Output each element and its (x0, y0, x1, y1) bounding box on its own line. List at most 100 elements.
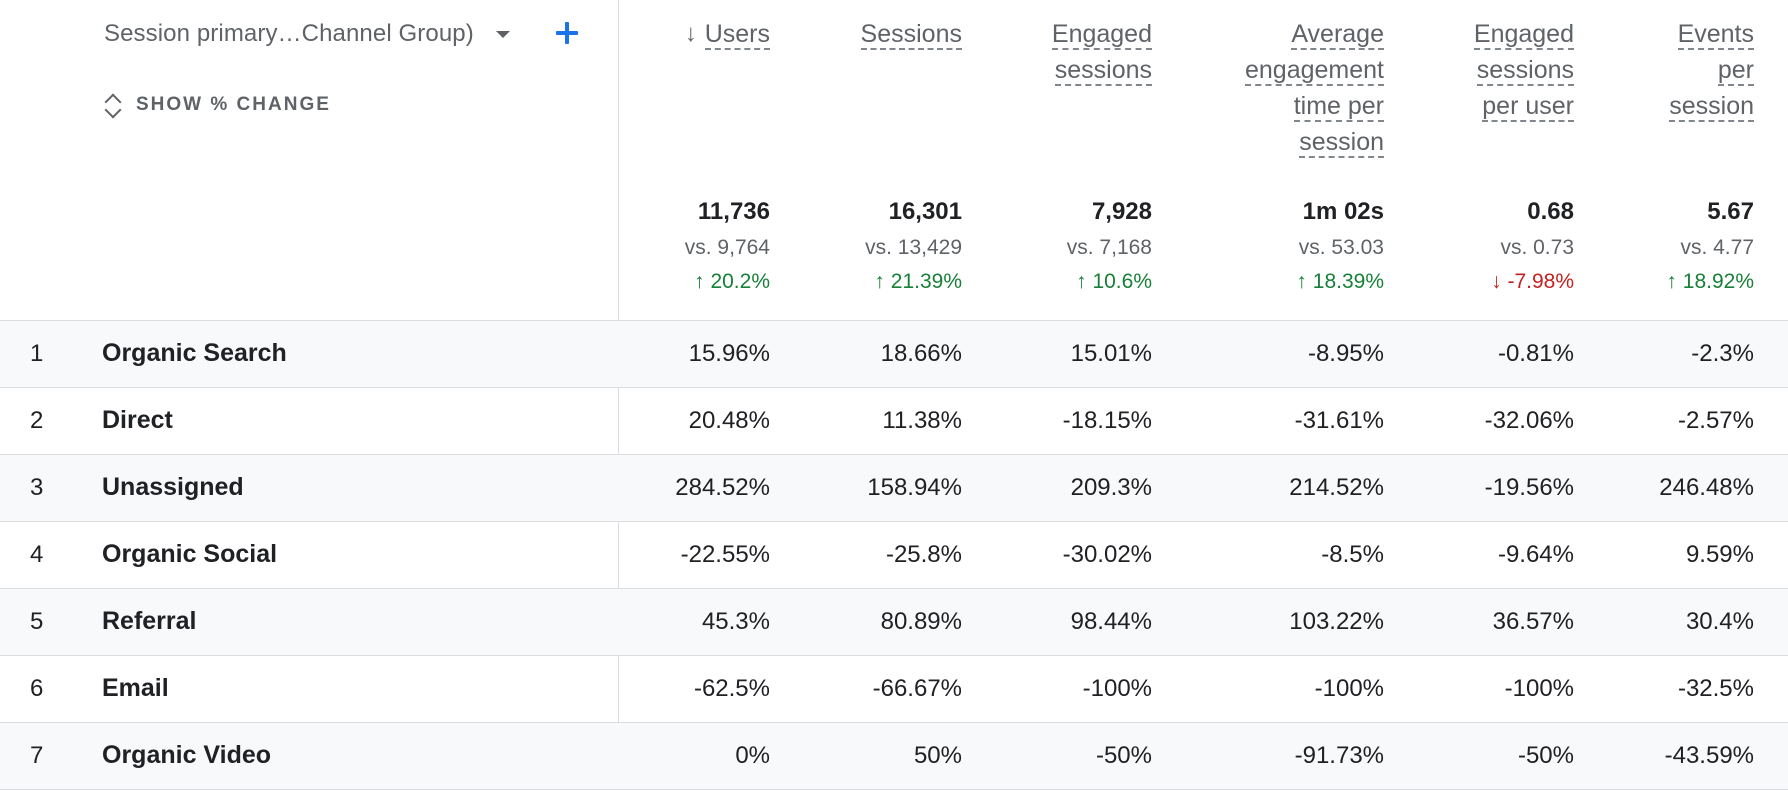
dimension-label: Session primary…Channel Group) (104, 20, 474, 47)
table-cell: 80.89% (880, 608, 962, 635)
table-cell: 98.44% (1070, 608, 1152, 635)
table-cell: 15.01% (1070, 340, 1152, 367)
table-cell: -91.73% (1294, 742, 1384, 769)
show-change-label: SHOW % CHANGE (136, 94, 331, 115)
column-header-label[interactable]: Average engagement time per session (1244, 20, 1384, 158)
column-totals: 7,928 vs. 7,168 ↑ 10.6% (1067, 198, 1152, 300)
change-value: ↑ 18.92% (1666, 270, 1754, 293)
column-header-sessions[interactable]: Sessions (860, 16, 962, 52)
table-cell: -9.64% (1497, 541, 1574, 568)
table-cell: 15.96% (688, 340, 770, 367)
table-cell: 214.52% (1289, 474, 1384, 501)
plus-icon[interactable] (550, 16, 584, 50)
change-value: ↓ -7.98% (1491, 270, 1574, 293)
row-number: 2 (30, 407, 44, 434)
change-value: ↑ 18.39% (1296, 270, 1384, 293)
table-cell: -32.06% (1484, 407, 1574, 434)
arrow-up-icon: ↑ (1666, 270, 1683, 293)
row-label[interactable]: Organic Video (102, 741, 272, 769)
change-value: ↑ 20.2% (694, 270, 770, 293)
column-totals: 5.67 vs. 4.77 ↑ 18.92% (1666, 198, 1754, 300)
table-cell: -2.57% (1677, 407, 1754, 434)
row-label[interactable]: Unassigned (102, 473, 244, 501)
dimension-selector[interactable]: Session primary…Channel Group) (104, 20, 510, 48)
caret-down-icon[interactable] (495, 30, 510, 38)
table-cell: -43.59% (1664, 742, 1754, 769)
table-cell: -100% (1314, 675, 1384, 702)
table-cell: 209.3% (1070, 474, 1152, 501)
table-body: 1 Organic Search 15.96% 18.66% 15.01% -8.95% -… (0, 321, 1788, 790)
column-header-engaged-sessions-per-user[interactable]: Engaged sessions per user (1473, 16, 1574, 124)
change-value: ↑ 21.39% (874, 270, 962, 293)
table-cell: -8.95% (1307, 340, 1384, 367)
row-number: 5 (30, 608, 44, 635)
table-cell: 50% (913, 742, 962, 769)
total-value: 5.67 (1707, 198, 1754, 225)
table-cell: -8.5% (1321, 541, 1384, 568)
table-cell: -30.02% (1062, 541, 1152, 568)
column-header-users[interactable]: ↓ Users (685, 16, 770, 52)
table-cell: -100% (1504, 675, 1574, 702)
column-header-label[interactable]: Events per session (1669, 20, 1754, 122)
table-row: 6 Email -62.5% -66.67% -100% -100% -100% -32.5% (0, 656, 1788, 723)
table-cell: -50% (1095, 742, 1152, 769)
table-header: Session primary…Channel Group) SHOW % CH… (0, 0, 1788, 321)
table-row: 3 Unassigned 284.52% 158.94% 209.3% 214.52% -1… (0, 455, 1788, 522)
table-cell: 20.48% (688, 407, 770, 434)
table-cell: -22.55% (680, 541, 770, 568)
row-number: 3 (30, 474, 44, 501)
column-header-label[interactable]: Engaged sessions (1051, 20, 1152, 86)
column-header-label[interactable]: Sessions (860, 20, 962, 50)
row-label[interactable]: Email (102, 674, 169, 702)
comparison-value: vs. 53.03 (1298, 236, 1384, 259)
table-cell: 0% (735, 742, 770, 769)
column-header-label[interactable]: ↓ Users (685, 16, 770, 52)
table-cell: -32.5% (1677, 675, 1754, 702)
row-label[interactable]: Referral (102, 607, 197, 635)
column-header-engaged-sessions[interactable]: Engaged sessions (1051, 16, 1152, 88)
table-cell: 158.94% (867, 474, 962, 501)
table-cell: 11.38% (882, 407, 962, 434)
table-row: 1 Organic Search 15.96% 18.66% 15.01% -8.95% -… (0, 321, 1788, 388)
column-totals: 0.68 vs. 0.73 ↓ -7.98% (1491, 198, 1574, 300)
table-cell: 9.59% (1685, 541, 1754, 568)
show-change-toggle[interactable]: SHOW % CHANGE (102, 90, 331, 120)
arrow-down-icon[interactable]: ↓ (684, 20, 697, 47)
row-number: 6 (30, 675, 44, 702)
table-cell: -50% (1517, 742, 1574, 769)
column-header-events-per-session[interactable]: Events per session (1669, 16, 1754, 124)
table-row: 7 Organic Video 0% 50% -50% -91.73% -50% -43.59… (0, 723, 1788, 790)
column-header-label[interactable]: Engaged sessions per user (1473, 20, 1574, 122)
total-value: 11,736 (697, 198, 770, 225)
table-cell: -0.81% (1497, 340, 1574, 367)
arrow-down-icon: ↓ (1491, 270, 1508, 293)
comparison-value: vs. 4.77 (1680, 236, 1754, 259)
row-label[interactable]: Organic Search (102, 339, 287, 367)
table-cell: 36.57% (1492, 608, 1574, 635)
table-row: 2 Direct 20.48% 11.38% -18.15% -31.61% -32.06%… (0, 388, 1788, 455)
table-cell: -19.56% (1484, 474, 1574, 501)
table-cell: -31.61% (1294, 407, 1384, 434)
table-cell: 284.52% (675, 474, 770, 501)
comparison-value: vs. 0.73 (1500, 236, 1574, 259)
total-value: 1m 02s (1302, 198, 1384, 225)
comparison-value: vs. 7,168 (1066, 236, 1152, 259)
row-label[interactable]: Direct (102, 406, 173, 434)
column-totals: 16,301 vs. 13,429 ↑ 21.39% (865, 198, 962, 300)
unfold-icon (102, 90, 124, 120)
table-cell: 103.22% (1289, 608, 1384, 635)
row-number: 4 (30, 541, 44, 568)
row-label[interactable]: Organic Social (102, 540, 278, 568)
table-cell: 45.3% (701, 608, 770, 635)
table-cell: -62.5% (693, 675, 770, 702)
table-row: 4 Organic Social -22.55% -25.8% -30.02% -8.5%… (0, 522, 1788, 589)
table-cell: 30.4% (1685, 608, 1754, 635)
table-cell: 18.66% (880, 340, 962, 367)
table-cell: -2.3% (1691, 340, 1754, 367)
row-number: 1 (30, 340, 44, 367)
arrow-up-icon: ↑ (694, 270, 711, 293)
column-totals: 11,736 vs. 9,764 ↑ 20.2% (685, 198, 770, 300)
column-header-avg-engagement-time[interactable]: Average engagement time per session (1244, 16, 1384, 160)
comparison-value: vs. 13,429 (865, 236, 962, 259)
